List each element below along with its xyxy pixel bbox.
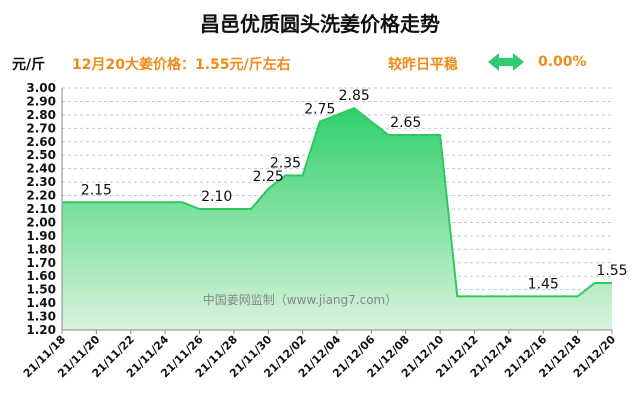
y-tick-label: 1.70 xyxy=(26,256,56,270)
change-percent: 0.00% xyxy=(538,54,587,70)
data-label: 2.85 xyxy=(339,88,370,104)
data-label: 2.65 xyxy=(390,115,421,131)
y-tick-label: 1.50 xyxy=(26,283,56,297)
y-tick-label: 2.40 xyxy=(26,162,56,176)
price-info: 12月20大姜价格：1.55元/斤左右 xyxy=(72,57,291,73)
watermark: 中国姜网监制（www.jiang7.com） xyxy=(203,292,397,307)
data-label: 2.75 xyxy=(304,102,335,118)
compare-label: 较昨日平稳 xyxy=(388,57,458,73)
data-label: 2.35 xyxy=(270,155,301,171)
y-tick-label: 2.20 xyxy=(26,189,56,203)
y-tick-label: 2.70 xyxy=(26,121,56,135)
price-area xyxy=(62,108,612,331)
unit-label: 元/斤 xyxy=(12,57,46,73)
y-tick-label: 1.40 xyxy=(26,296,56,310)
y-tick-label: 1.30 xyxy=(26,310,56,324)
y-tick-label: 2.90 xyxy=(26,94,56,108)
y-tick-label: 1.60 xyxy=(26,269,56,283)
data-label: 2.25 xyxy=(253,169,284,185)
price-line xyxy=(62,107,612,298)
y-tick-label: 2.10 xyxy=(26,202,56,216)
y-tick-label: 2.00 xyxy=(26,215,56,229)
y-tick-label: 2.60 xyxy=(26,135,56,149)
y-tick-label: 1.90 xyxy=(26,229,56,243)
y-tick-label: 2.80 xyxy=(26,108,56,122)
data-label: 1.55 xyxy=(596,263,627,279)
data-label: 1.45 xyxy=(528,276,559,292)
data-label: 2.10 xyxy=(201,189,232,205)
y-tick-label: 2.30 xyxy=(26,175,56,189)
chart-title: 昌邑优质圆头洗姜价格走势 xyxy=(200,12,440,36)
y-tick-label: 1.20 xyxy=(26,323,56,337)
data-label: 2.15 xyxy=(81,182,112,198)
double-arrow-icon xyxy=(488,53,524,71)
y-tick-label: 2.50 xyxy=(26,148,56,162)
y-tick-label: 3.00 xyxy=(26,81,56,95)
y-tick-label: 1.80 xyxy=(26,242,56,256)
